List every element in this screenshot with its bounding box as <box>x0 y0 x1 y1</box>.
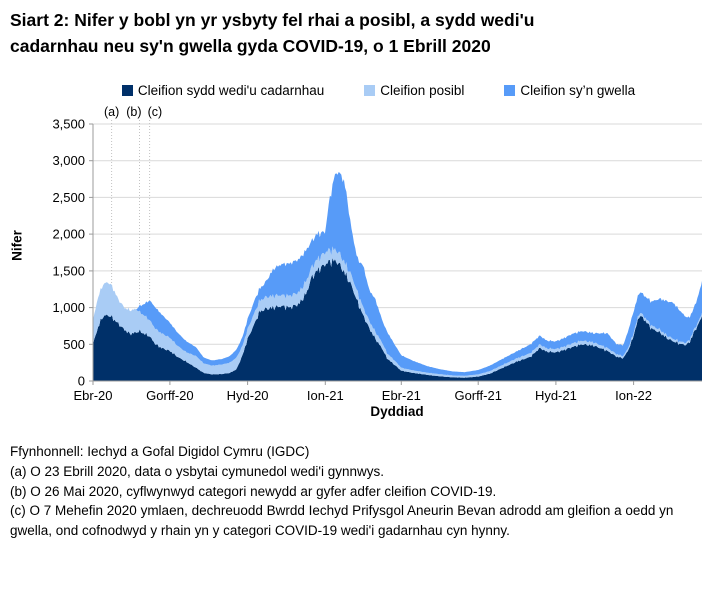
x-axis-title: Dyddiad <box>370 404 424 420</box>
legend-label-confirmed: Cleifion sydd wedi'u cadarnhau <box>137 83 325 99</box>
x-tick-label: Ion-21 <box>307 388 344 403</box>
y-tick-label: 3,000 <box>52 154 85 169</box>
legend-label-possible: Cleifion posibl <box>380 83 465 99</box>
footnote-b: (b) O 26 Mai 2020, cyflwynwyd categori n… <box>10 483 497 499</box>
x-tick-label: Ion-22 <box>615 388 652 403</box>
legend-swatch-recovering-icon <box>504 85 516 97</box>
x-tick-label: Gorff-20 <box>146 388 193 403</box>
annotation-label-a: (a) <box>104 105 119 119</box>
y-axis-title: Nifer <box>9 230 25 262</box>
legend-item-possible: Cleifion posibl <box>364 83 464 98</box>
annotation-label-b: (b) <box>126 105 141 119</box>
y-tick-label: 1,000 <box>52 301 85 316</box>
area-confirmed <box>93 258 702 382</box>
y-tick-label: 1,500 <box>52 264 85 279</box>
page: Siart 2: Nifer y bobl yn yr ysbyty fel r… <box>0 8 721 540</box>
area-recovering <box>93 172 702 377</box>
legend: Cleifion sydd wedi'u cadarnhau Cleifion … <box>36 83 721 98</box>
x-tick-label: Hyd-20 <box>227 388 269 403</box>
y-tick-label: 2,500 <box>52 190 85 205</box>
x-tick-label: Ebr-20 <box>73 388 112 403</box>
x-tick-label: Hyd-21 <box>535 388 577 403</box>
x-tick-label: Ebr-21 <box>382 388 421 403</box>
footnotes: Ffynhonnell: Iechyd a Gofal Digidol Cymr… <box>10 442 709 540</box>
legend-swatch-confirmed-icon <box>121 85 133 97</box>
y-tick-label: 3,500 <box>52 117 85 132</box>
y-tick-label: 500 <box>63 337 85 352</box>
footnote-c: (c) O 7 Mehefin 2020 ymlaen, dechreuodd … <box>10 503 674 538</box>
legend-item-recovering: Cleifion sy’n gwella <box>504 83 635 98</box>
chart-region: Nifer 0 500 1,000 1,500 2,000 2,500 3,000 3,500… <box>0 104 721 434</box>
chart-title: Siart 2: Nifer y bobl yn yr ysbyty fel r… <box>10 10 535 56</box>
footnote-source: Ffynhonnell: Iechyd a Gofal Digidol Cymr… <box>10 444 310 460</box>
chart-svg: 0 500 1,000 1,500 2,000 2,500 3,000 3,500 Ebr-20… <box>52 105 702 403</box>
footnote-a: (a) O 23 Ebrill 2020, data o ysbytai cym… <box>10 464 385 479</box>
x-tick-label: Gorff-21 <box>454 388 501 403</box>
legend-label-recovering: Cleifion sy’n gwella <box>520 83 636 99</box>
annotation-label-c: (c) <box>148 105 163 119</box>
legend-item-confirmed: Cleifion sydd wedi'u cadarnhau <box>121 83 325 99</box>
y-tick-label: 0 <box>78 374 85 389</box>
legend-swatch-possible-icon <box>364 85 376 97</box>
y-tick-label: 2,000 <box>52 227 85 242</box>
area-possible <box>93 246 702 379</box>
